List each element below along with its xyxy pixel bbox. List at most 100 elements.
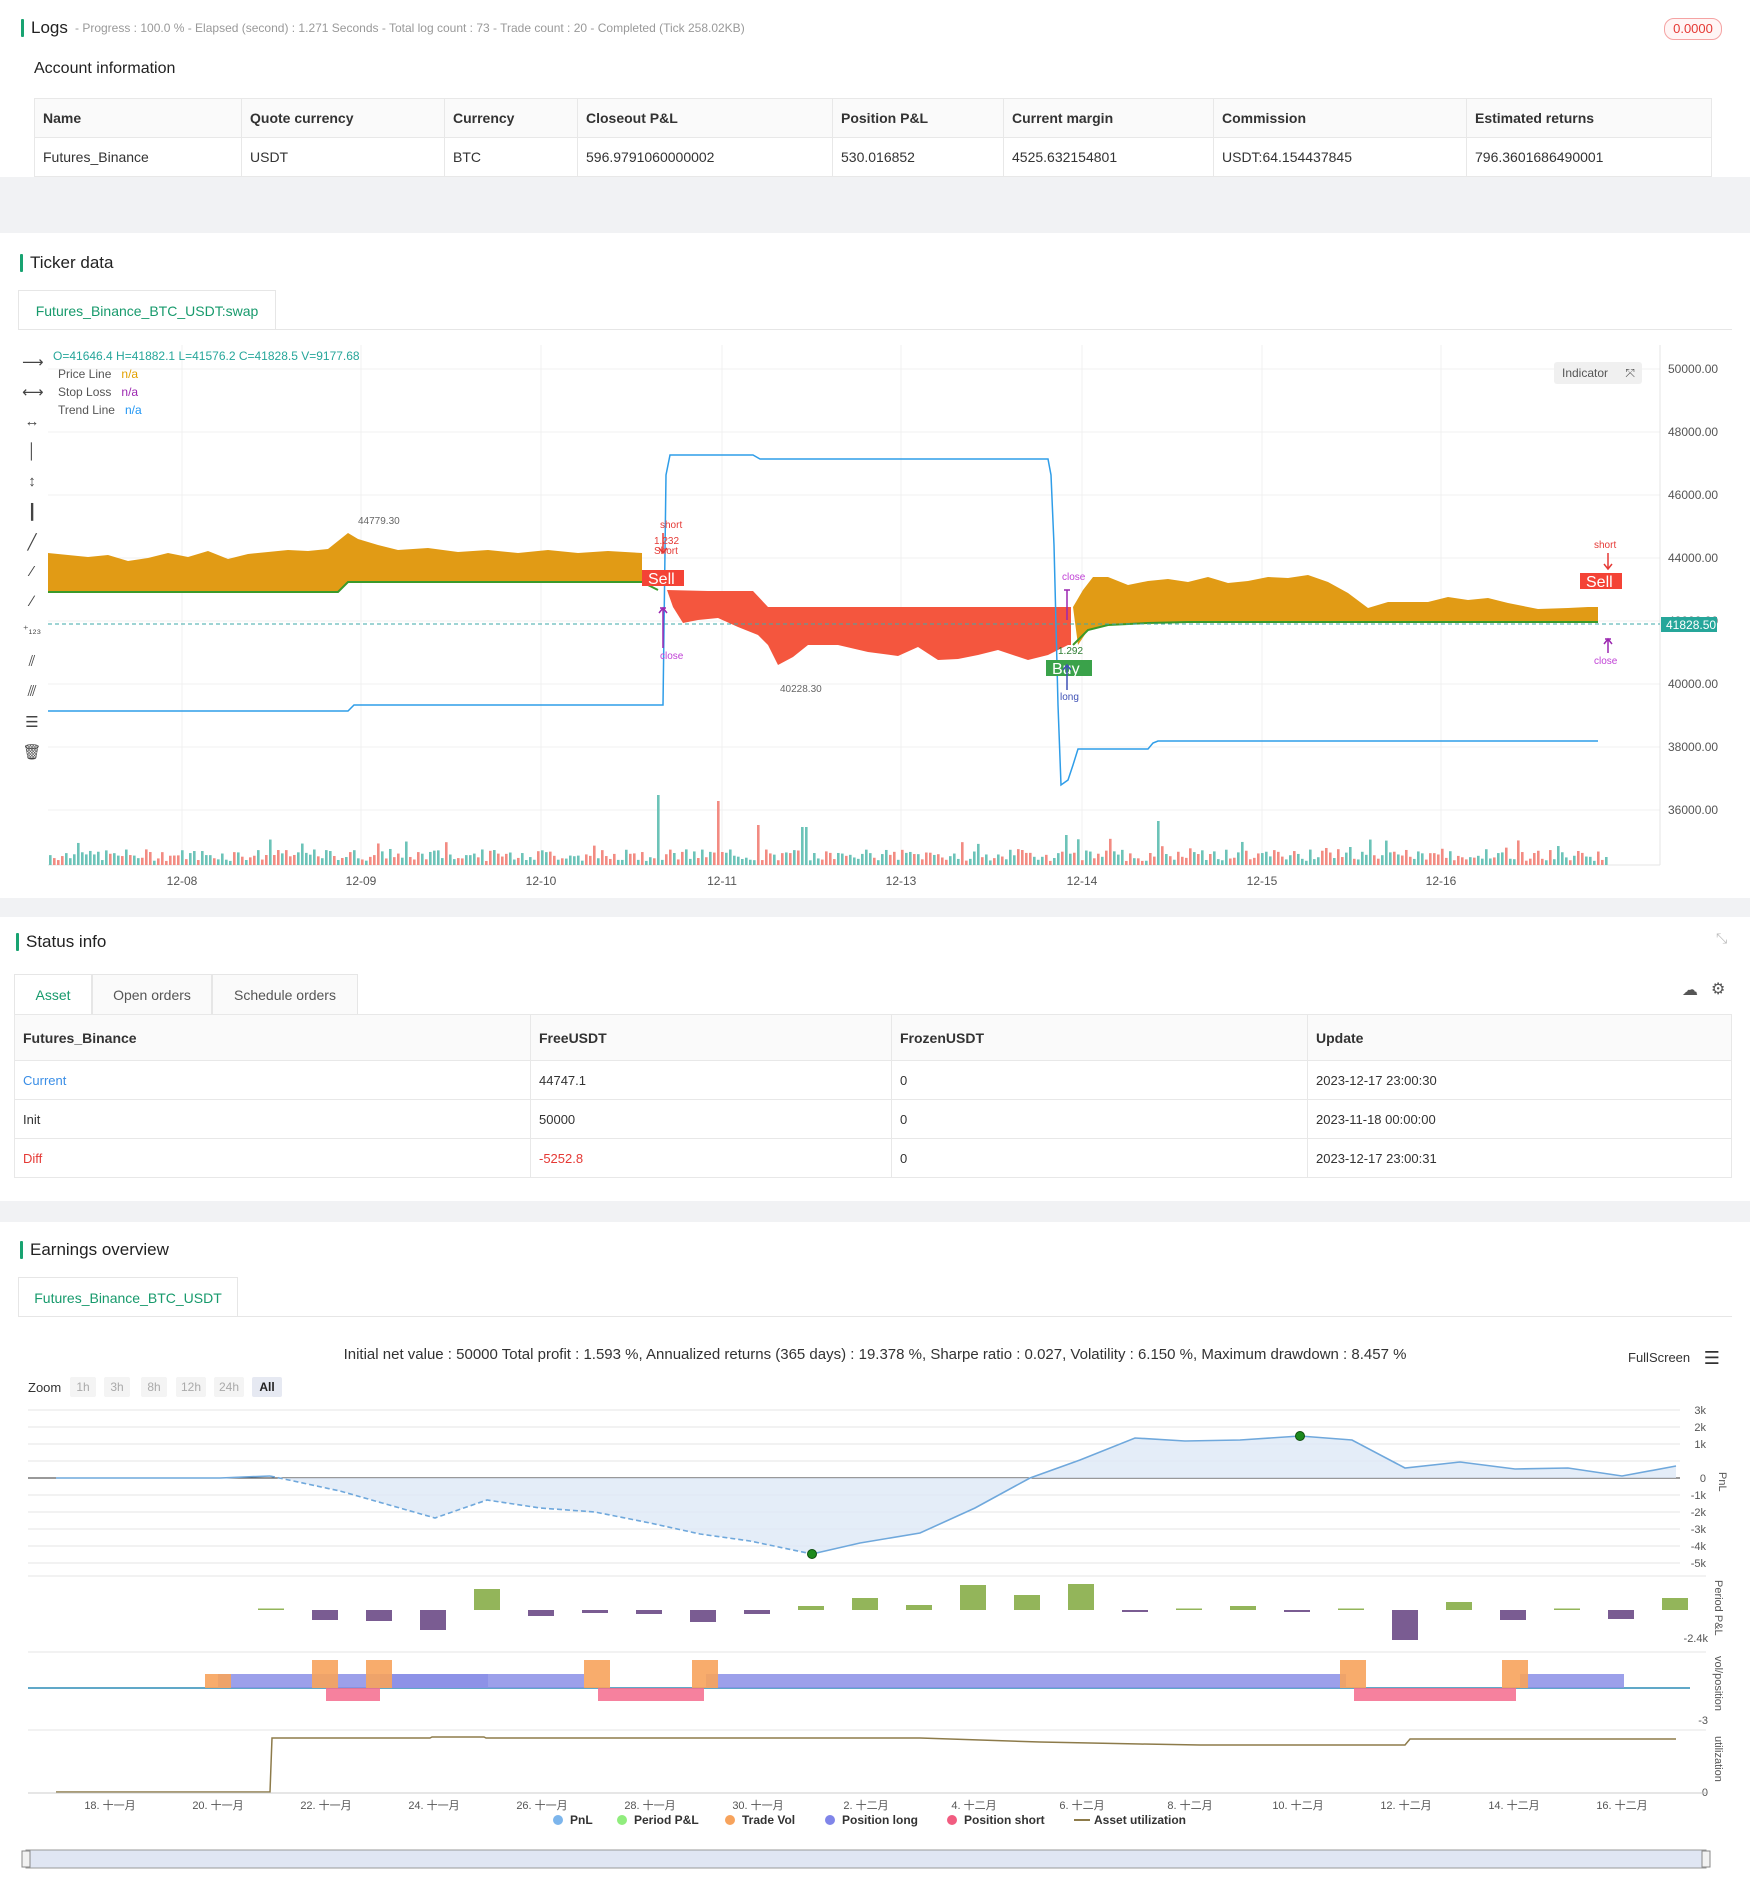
navigator-handle-right[interactable] (1701, 1850, 1711, 1868)
extended-line-icon[interactable]: ↔ (24, 413, 40, 430)
volume-bar (1153, 856, 1156, 865)
volume-bar (1545, 860, 1548, 865)
navigator[interactable] (25, 1849, 1707, 1869)
volume-bar (1157, 821, 1160, 865)
legend-period-pnl[interactable]: Period P&L (634, 1813, 699, 1827)
status-cloud-icon[interactable]: ☁ (1682, 982, 1698, 999)
volume-bar (801, 827, 804, 865)
legend-marker-period (617, 1815, 627, 1825)
tab-schedule-orders[interactable]: Schedule orders (212, 974, 358, 1014)
period-pnl-bar (1176, 1608, 1202, 1610)
x-tick: 10. 十二月 (1272, 1798, 1323, 1812)
vertical-segment-icon[interactable]: ↕ (28, 473, 36, 490)
annot-close1: close (660, 651, 684, 662)
tab-ticker-symbol[interactable]: Futures_Binance_BTC_USDT:swap (18, 290, 276, 330)
volume-bar (637, 859, 640, 865)
trash-icon[interactable]: 🗑 (22, 744, 42, 761)
volume-bar (545, 852, 548, 865)
volume-bar (277, 850, 280, 865)
period-pnl-bar (1068, 1584, 1094, 1610)
indicator-button[interactable]: Indicator ⤧ (1554, 362, 1642, 384)
horizontal-line-icon[interactable]: ⟷ (22, 384, 44, 401)
volume-bar (1273, 850, 1276, 865)
volume-bar (1513, 859, 1516, 865)
zoom-all[interactable]: All (252, 1377, 282, 1397)
price-label-icon[interactable]: ⁺₁₂₃ (22, 624, 42, 636)
navigator-handle-left[interactable] (21, 1850, 31, 1868)
segment-icon[interactable]: ∕ (30, 593, 34, 610)
volume-bar (1573, 855, 1576, 865)
volume-bar (1473, 857, 1476, 865)
volume-bar (641, 852, 644, 865)
volume-bar (1589, 856, 1592, 865)
horizontal-ray-icon[interactable]: ⟶ (22, 354, 44, 371)
zoom-8h[interactable]: 8h (141, 1377, 167, 1397)
volume-bar (705, 857, 708, 865)
volume-bar (901, 849, 904, 865)
period-pnl-bar (960, 1585, 986, 1610)
status-collapse-icon[interactable]: ⤡ (1716, 930, 1728, 946)
cell-update: 2023-11-18 00:00:00 (1307, 1099, 1732, 1139)
tab-asset[interactable]: Asset (14, 974, 92, 1014)
volume-bar (1381, 855, 1384, 865)
volume-bar (549, 851, 552, 865)
period-pnl-bar (1284, 1610, 1310, 1612)
col-free-usdt: FreeUSDT (530, 1014, 892, 1061)
x-tick: 12-15 (1247, 874, 1278, 888)
zoom-24h[interactable]: 24h (214, 1377, 244, 1397)
volume-bar (841, 853, 844, 865)
volume-bar (1461, 857, 1464, 865)
legend-trend-line: Trend Line n/a (58, 403, 142, 417)
ray-line-icon[interactable]: ⁄ (30, 563, 34, 580)
legend-asset-utilization[interactable]: Asset utilization (1094, 1813, 1186, 1827)
cell-frozen: 0 (891, 1099, 1308, 1139)
volume-bar (529, 857, 532, 865)
y-tick: 46000.00 (1668, 488, 1718, 502)
status-gear-icon[interactable]: ⚙ (1711, 981, 1726, 998)
volume-bar (1033, 856, 1036, 865)
volume-bar (97, 851, 100, 865)
volume-bar (881, 854, 884, 865)
volume-bar (589, 855, 592, 865)
tab-open-orders[interactable]: Open orders (92, 974, 212, 1014)
volume-bar (749, 859, 752, 865)
zoom-12h[interactable]: 12h (176, 1377, 206, 1397)
volume-bar (265, 855, 268, 865)
col-update: Update (1307, 1014, 1732, 1061)
volume-bar (1365, 854, 1368, 865)
legend-position-long[interactable]: Position long (842, 1813, 918, 1827)
x-tick: 22. 十一月 (300, 1798, 351, 1812)
x-tick: 26. 十一月 (516, 1798, 567, 1812)
legend-pnl[interactable]: PnL (570, 1813, 593, 1827)
legend-trade-vol[interactable]: Trade Vol (742, 1813, 795, 1827)
legend-position-short[interactable]: Position short (964, 1813, 1045, 1827)
axis-title-period: Period P&L (1712, 1580, 1724, 1636)
vertical-ray-icon[interactable]: ┃ (27, 504, 37, 521)
volume-bar (365, 860, 368, 865)
volume-bar (285, 850, 288, 865)
fib-icon[interactable]: ⫻ (27, 683, 37, 700)
volume-bar (1233, 857, 1236, 865)
vertical-line-icon[interactable]: │ (27, 443, 37, 460)
pnl-y-axis: 3k 2k 1k 0 -1k -2k -3k -4k -5k (1691, 1405, 1707, 1570)
volume-bar (253, 855, 256, 865)
volume-bar (1125, 860, 1128, 865)
fullscreen-button[interactable]: FullScreen ☰ (1628, 1348, 1720, 1369)
legend-price-line: Price Line n/a (58, 367, 138, 381)
col-current-margin: Current margin (1003, 98, 1214, 138)
trend-line-icon[interactable]: ╱ (27, 534, 37, 551)
earnings-chart[interactable]: 3k 2k 1k 0 -1k -2k -3k -4k -5k PnL -2.4k… (0, 1398, 1750, 1898)
volume-bar (1253, 857, 1256, 865)
volume-bar (1105, 850, 1108, 865)
volume-bar (1537, 850, 1540, 865)
period-pnl-bar (1014, 1595, 1040, 1610)
tab-earnings-symbol[interactable]: Futures_Binance_BTC_USDT (18, 1277, 238, 1317)
volume-bar (429, 851, 432, 865)
grid-lines-icon[interactable]: ☰ (25, 714, 39, 731)
zoom-1h[interactable]: 1h (70, 1377, 96, 1397)
pnl-tick: -4k (1691, 1541, 1707, 1553)
ticker-chart[interactable]: 44779.30 40228.30 short 1.232 Short Sell… (48, 345, 1748, 888)
volume-bar (469, 855, 472, 865)
zoom-3h[interactable]: 3h (104, 1377, 130, 1397)
parallel-channel-icon[interactable]: ⫽ (28, 653, 36, 670)
